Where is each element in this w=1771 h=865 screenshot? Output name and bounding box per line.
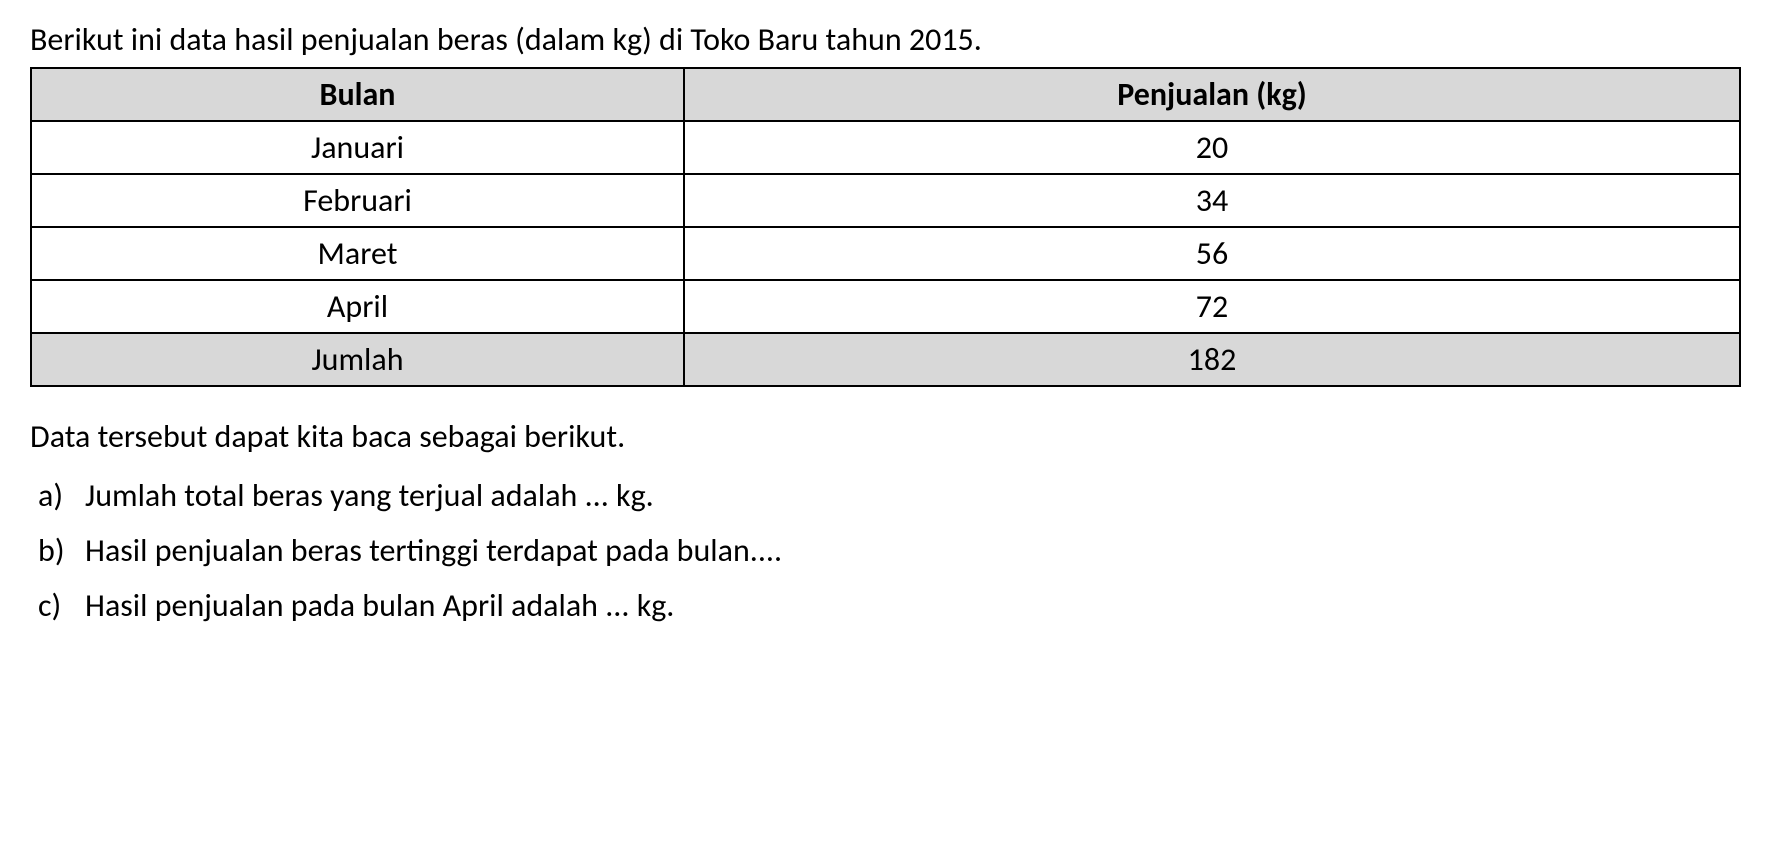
question-text: Jumlah total beras yang terjual adalah .… [85,476,1741,515]
question-item: c) Hasil penjualan pada bulan April adal… [30,586,1741,625]
question-item: a) Jumlah total beras yang terjual adala… [30,476,1741,515]
cell-sales: 56 [684,227,1740,280]
table-row: Februari 34 [31,174,1740,227]
table-header-row: Bulan Penjualan (kg) [31,68,1740,121]
table-row: Januari 20 [31,121,1740,174]
intro-text: Berikut ini data hasil penjualan beras (… [30,20,1741,59]
cell-month: Februari [31,174,684,227]
question-letter: b) [30,531,85,570]
cell-sales: 72 [684,280,1740,333]
table-total-row: Jumlah 182 [31,333,1740,386]
cell-month: Maret [31,227,684,280]
question-item: b) Hasil penjualan beras tertinggi terda… [30,531,1741,570]
cell-sales: 20 [684,121,1740,174]
question-letter: c) [30,586,85,625]
question-letter: a) [30,476,85,515]
question-text: Hasil penjualan beras tertinggi terdapat… [85,531,1741,570]
reading-text: Data tersebut dapat kita baca sebagai be… [30,417,1741,456]
question-list: a) Jumlah total beras yang terjual adala… [30,476,1741,625]
header-month: Bulan [31,68,684,121]
table-row: Maret 56 [31,227,1740,280]
cell-total-value: 182 [684,333,1740,386]
table-row: April 72 [31,280,1740,333]
header-sales: Penjualan (kg) [684,68,1740,121]
cell-sales: 34 [684,174,1740,227]
sales-table: Bulan Penjualan (kg) Januari 20 Februari… [30,67,1741,387]
question-text: Hasil penjualan pada bulan April adalah … [85,586,1741,625]
cell-month: April [31,280,684,333]
cell-total-label: Jumlah [31,333,684,386]
cell-month: Januari [31,121,684,174]
